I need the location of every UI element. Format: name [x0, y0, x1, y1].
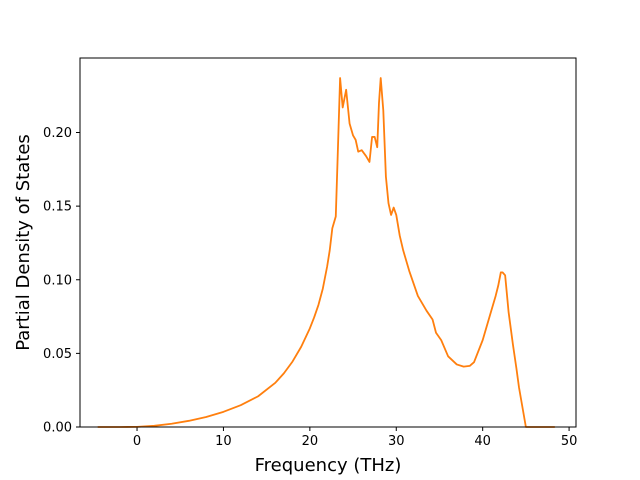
y-tick-label: 0.00: [43, 421, 72, 436]
x-tick-label: 0: [133, 434, 141, 449]
x-tick-label: 30: [388, 434, 405, 449]
ticks: 0 10 20 30 40 50 0.00 0.05 0.10 0.15 0.20: [43, 126, 577, 449]
plot-background: [80, 58, 576, 427]
y-tick-label: 0.05: [43, 347, 72, 362]
x-tick-label: 40: [474, 434, 491, 449]
x-tick-label: 20: [302, 434, 319, 449]
x-tick-label: 10: [215, 434, 232, 449]
x-axis-title: Frequency (THz): [255, 455, 402, 476]
x-tick-label: 50: [561, 434, 578, 449]
y-axis-title: Partial Density of States: [13, 134, 34, 351]
y-tick-label: 0.15: [43, 200, 72, 215]
pdos-series-line: [97, 77, 556, 428]
series-lines: [97, 77, 556, 428]
y-tick-label: 0.20: [43, 126, 72, 141]
plot-frame: [79, 57, 577, 428]
y-tick-label: 0.10: [43, 273, 72, 288]
